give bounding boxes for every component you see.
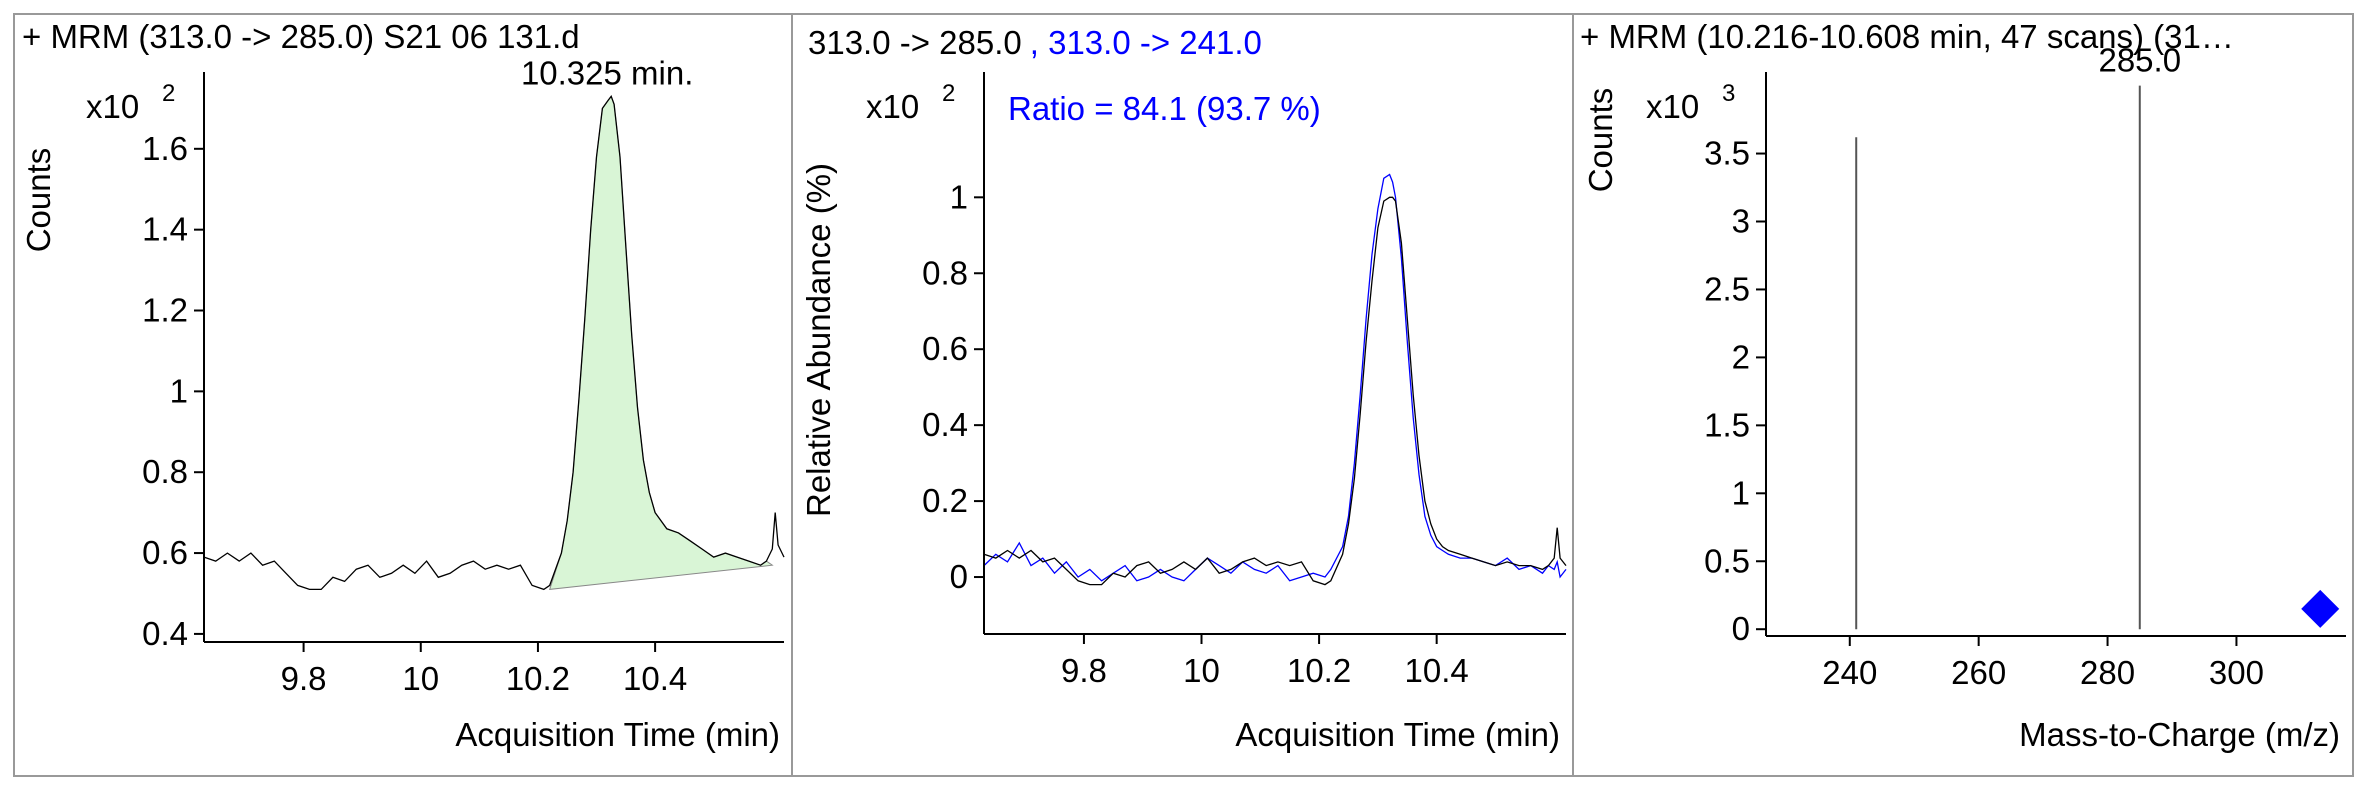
panel-3-ylabel: Counts: [1582, 88, 1619, 193]
y-tick-label: 0.2: [922, 482, 968, 519]
panel-2-exponent-base: x10: [866, 88, 919, 125]
peak-retention-time-label: 10.325 min.: [521, 54, 693, 91]
panel-2-xlabel: Acquisition Time (min): [1235, 716, 1560, 753]
panel-3-exponent-base: x10: [1646, 88, 1699, 125]
panel-ratio: 313.0 -> 285.0, 313.0 -> 241.0 Relative …: [791, 13, 1574, 777]
y-tick-label: 1.2: [142, 292, 188, 329]
y-tick-label: 0.4: [922, 406, 968, 443]
panel-1-exponent-power: 2: [162, 80, 175, 107]
y-tick-label: 1: [1732, 474, 1750, 511]
x-tick-label: 9.8: [281, 660, 327, 697]
chromatogram-line: [203, 94, 785, 591]
y-tick-label: 0.5: [1704, 542, 1750, 579]
precursor-diamond-marker: [2301, 589, 2340, 628]
y-tick-label: 1: [950, 178, 968, 215]
panel-1-exponent-base: x10: [86, 88, 139, 125]
x-tick-label: 300: [2209, 654, 2264, 691]
panel-3-xlabel: Mass-to-Charge (m/z): [2019, 716, 2340, 753]
x-tick-label: 10: [1183, 652, 1220, 689]
panel-1-ylabel: Counts: [20, 148, 57, 253]
x-tick-label: 10.2: [1287, 652, 1351, 689]
x-tick-label: 10.2: [506, 660, 570, 697]
panel-2-exponent-power: 2: [942, 80, 955, 107]
panel-spectrum: + MRM (10.216-10.608 min, 47 scans) (31……: [1572, 13, 2354, 777]
panel-2-title-qualifier: , 313.0 -> 241.0: [1030, 24, 1262, 61]
y-tick-label: 3.5: [1704, 135, 1750, 172]
y-tick-label: 2: [1732, 338, 1750, 375]
panel-2-ylabel: Relative Abundance (%): [800, 163, 837, 517]
y-tick-label: 0: [950, 558, 968, 595]
spectrum-peak-label: 285.0: [2098, 42, 2181, 79]
x-tick-label: 240: [1822, 654, 1877, 691]
x-tick-label: 280: [2080, 654, 2135, 691]
y-tick-label: 2.5: [1704, 270, 1750, 307]
panel-2-title-quant: 313.0 -> 285.0: [808, 24, 1022, 61]
x-tick-label: 10.4: [623, 660, 687, 697]
y-tick-label: 0.6: [142, 534, 188, 571]
x-tick-label: 10: [402, 660, 439, 697]
x-tick-label: 9.8: [1061, 652, 1107, 689]
x-tick-label: 10.4: [1405, 652, 1469, 689]
quantifier-trace-line: [983, 196, 1567, 586]
y-tick-label: 0.8: [922, 254, 968, 291]
x-tick-label: 260: [1951, 654, 2006, 691]
y-tick-label: 0.8: [142, 453, 188, 490]
panel-3-plot-area: 285.0 0 0.5 1 1.5 2 2.5 3 3.5 240 260 280 300: [1704, 42, 2346, 691]
panel-tic: + MRM (313.0 -> 285.0) S21 06 131.d Coun…: [13, 13, 793, 777]
y-tick-label: 1.4: [142, 211, 188, 248]
panel-1-plot-area: 0.4 0.6 0.8 1 1.2 1.4 1.6 9.8 10 10.2 10.4: [142, 72, 785, 697]
panel-3-title: + MRM (10.216-10.608 min, 47 scans) (31…: [1580, 18, 2234, 55]
y-tick-label: 0.6: [922, 330, 968, 367]
panel-2-plot-area: 0 0.2 0.4 0.6 0.8 1 9.8 10 10.2 10.4: [922, 72, 1567, 689]
y-tick-label: 1.6: [142, 130, 188, 167]
panel-2-title: 313.0 -> 285.0, 313.0 -> 241.0: [808, 24, 1262, 61]
panel-3-border: [1572, 13, 2354, 777]
ratio-label: Ratio = 84.1 (93.7 %): [1008, 90, 1321, 127]
y-tick-label: 1: [170, 372, 188, 409]
y-tick-label: 0: [1732, 610, 1750, 647]
y-tick-label: 0.4: [142, 615, 188, 652]
y-tick-label: 1.5: [1704, 406, 1750, 443]
panel-1-xlabel: Acquisition Time (min): [455, 716, 780, 753]
y-tick-label: 3: [1732, 202, 1750, 239]
panel-1-title: + MRM (313.0 -> 285.0) S21 06 131.d: [22, 18, 580, 55]
panel-3-exponent-power: 3: [1722, 80, 1735, 107]
